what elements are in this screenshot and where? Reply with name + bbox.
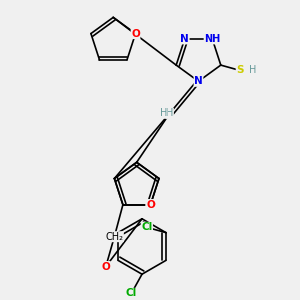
Text: H: H (249, 65, 256, 75)
Text: O: O (146, 200, 155, 210)
Text: N: N (194, 76, 203, 86)
Text: NH: NH (204, 34, 220, 44)
Text: H: H (160, 108, 167, 118)
Text: O: O (131, 28, 140, 39)
Text: S: S (236, 65, 244, 75)
Text: Cl: Cl (126, 288, 137, 298)
Text: O: O (146, 200, 155, 210)
Text: CH₂: CH₂ (105, 232, 123, 242)
Text: O: O (101, 262, 110, 272)
Text: N: N (180, 34, 189, 44)
Text: Cl: Cl (141, 222, 152, 232)
Text: H: H (166, 108, 173, 118)
